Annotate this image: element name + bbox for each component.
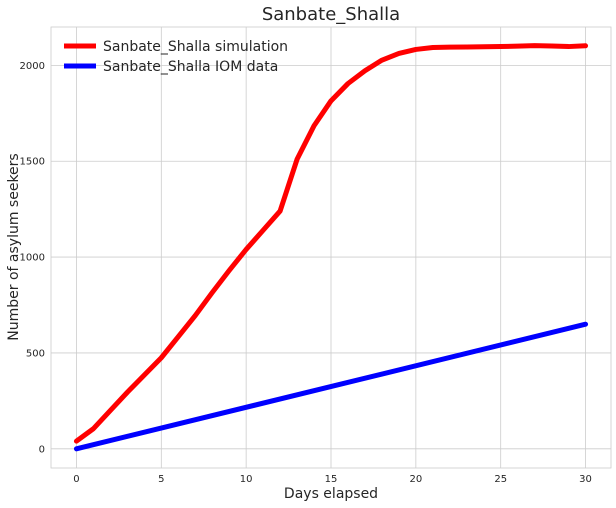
x-tick-labels: 0 5 10 15 20 25 30 (73, 474, 592, 485)
x-tick-label: 10 (240, 474, 253, 485)
x-tick-label: 30 (579, 474, 592, 485)
x-tick-label: 20 (409, 474, 422, 485)
chart-title: Sanbate_Shalla (262, 4, 400, 25)
x-tick-label: 5 (158, 474, 164, 485)
y-axis-label: Number of asylum seekers (6, 153, 22, 340)
x-axis-label: Days elapsed (284, 486, 378, 502)
legend-label-iom: Sanbate_Shalla IOM data (103, 59, 278, 75)
grid-lines (51, 27, 611, 468)
x-tick-label: 15 (325, 474, 338, 485)
y-tick-label: 500 (26, 348, 45, 359)
y-tick-labels: 0 500 1000 1500 2000 (20, 61, 45, 455)
legend-label-simulation: Sanbate_Shalla simulation (103, 39, 288, 55)
legend: Sanbate_Shalla simulation Sanbate_Shalla… (64, 39, 288, 75)
x-tick-label: 0 (73, 474, 79, 485)
series-lines (73, 43, 589, 452)
y-tick-label: 0 (39, 444, 45, 455)
y-tick-label: 1000 (20, 253, 45, 264)
y-tick-label: 2000 (20, 61, 45, 72)
y-tick-label: 1500 (20, 157, 45, 168)
x-tick-label: 25 (494, 474, 507, 485)
series-line-iom (73, 321, 589, 452)
series-line-simulation (73, 43, 589, 444)
